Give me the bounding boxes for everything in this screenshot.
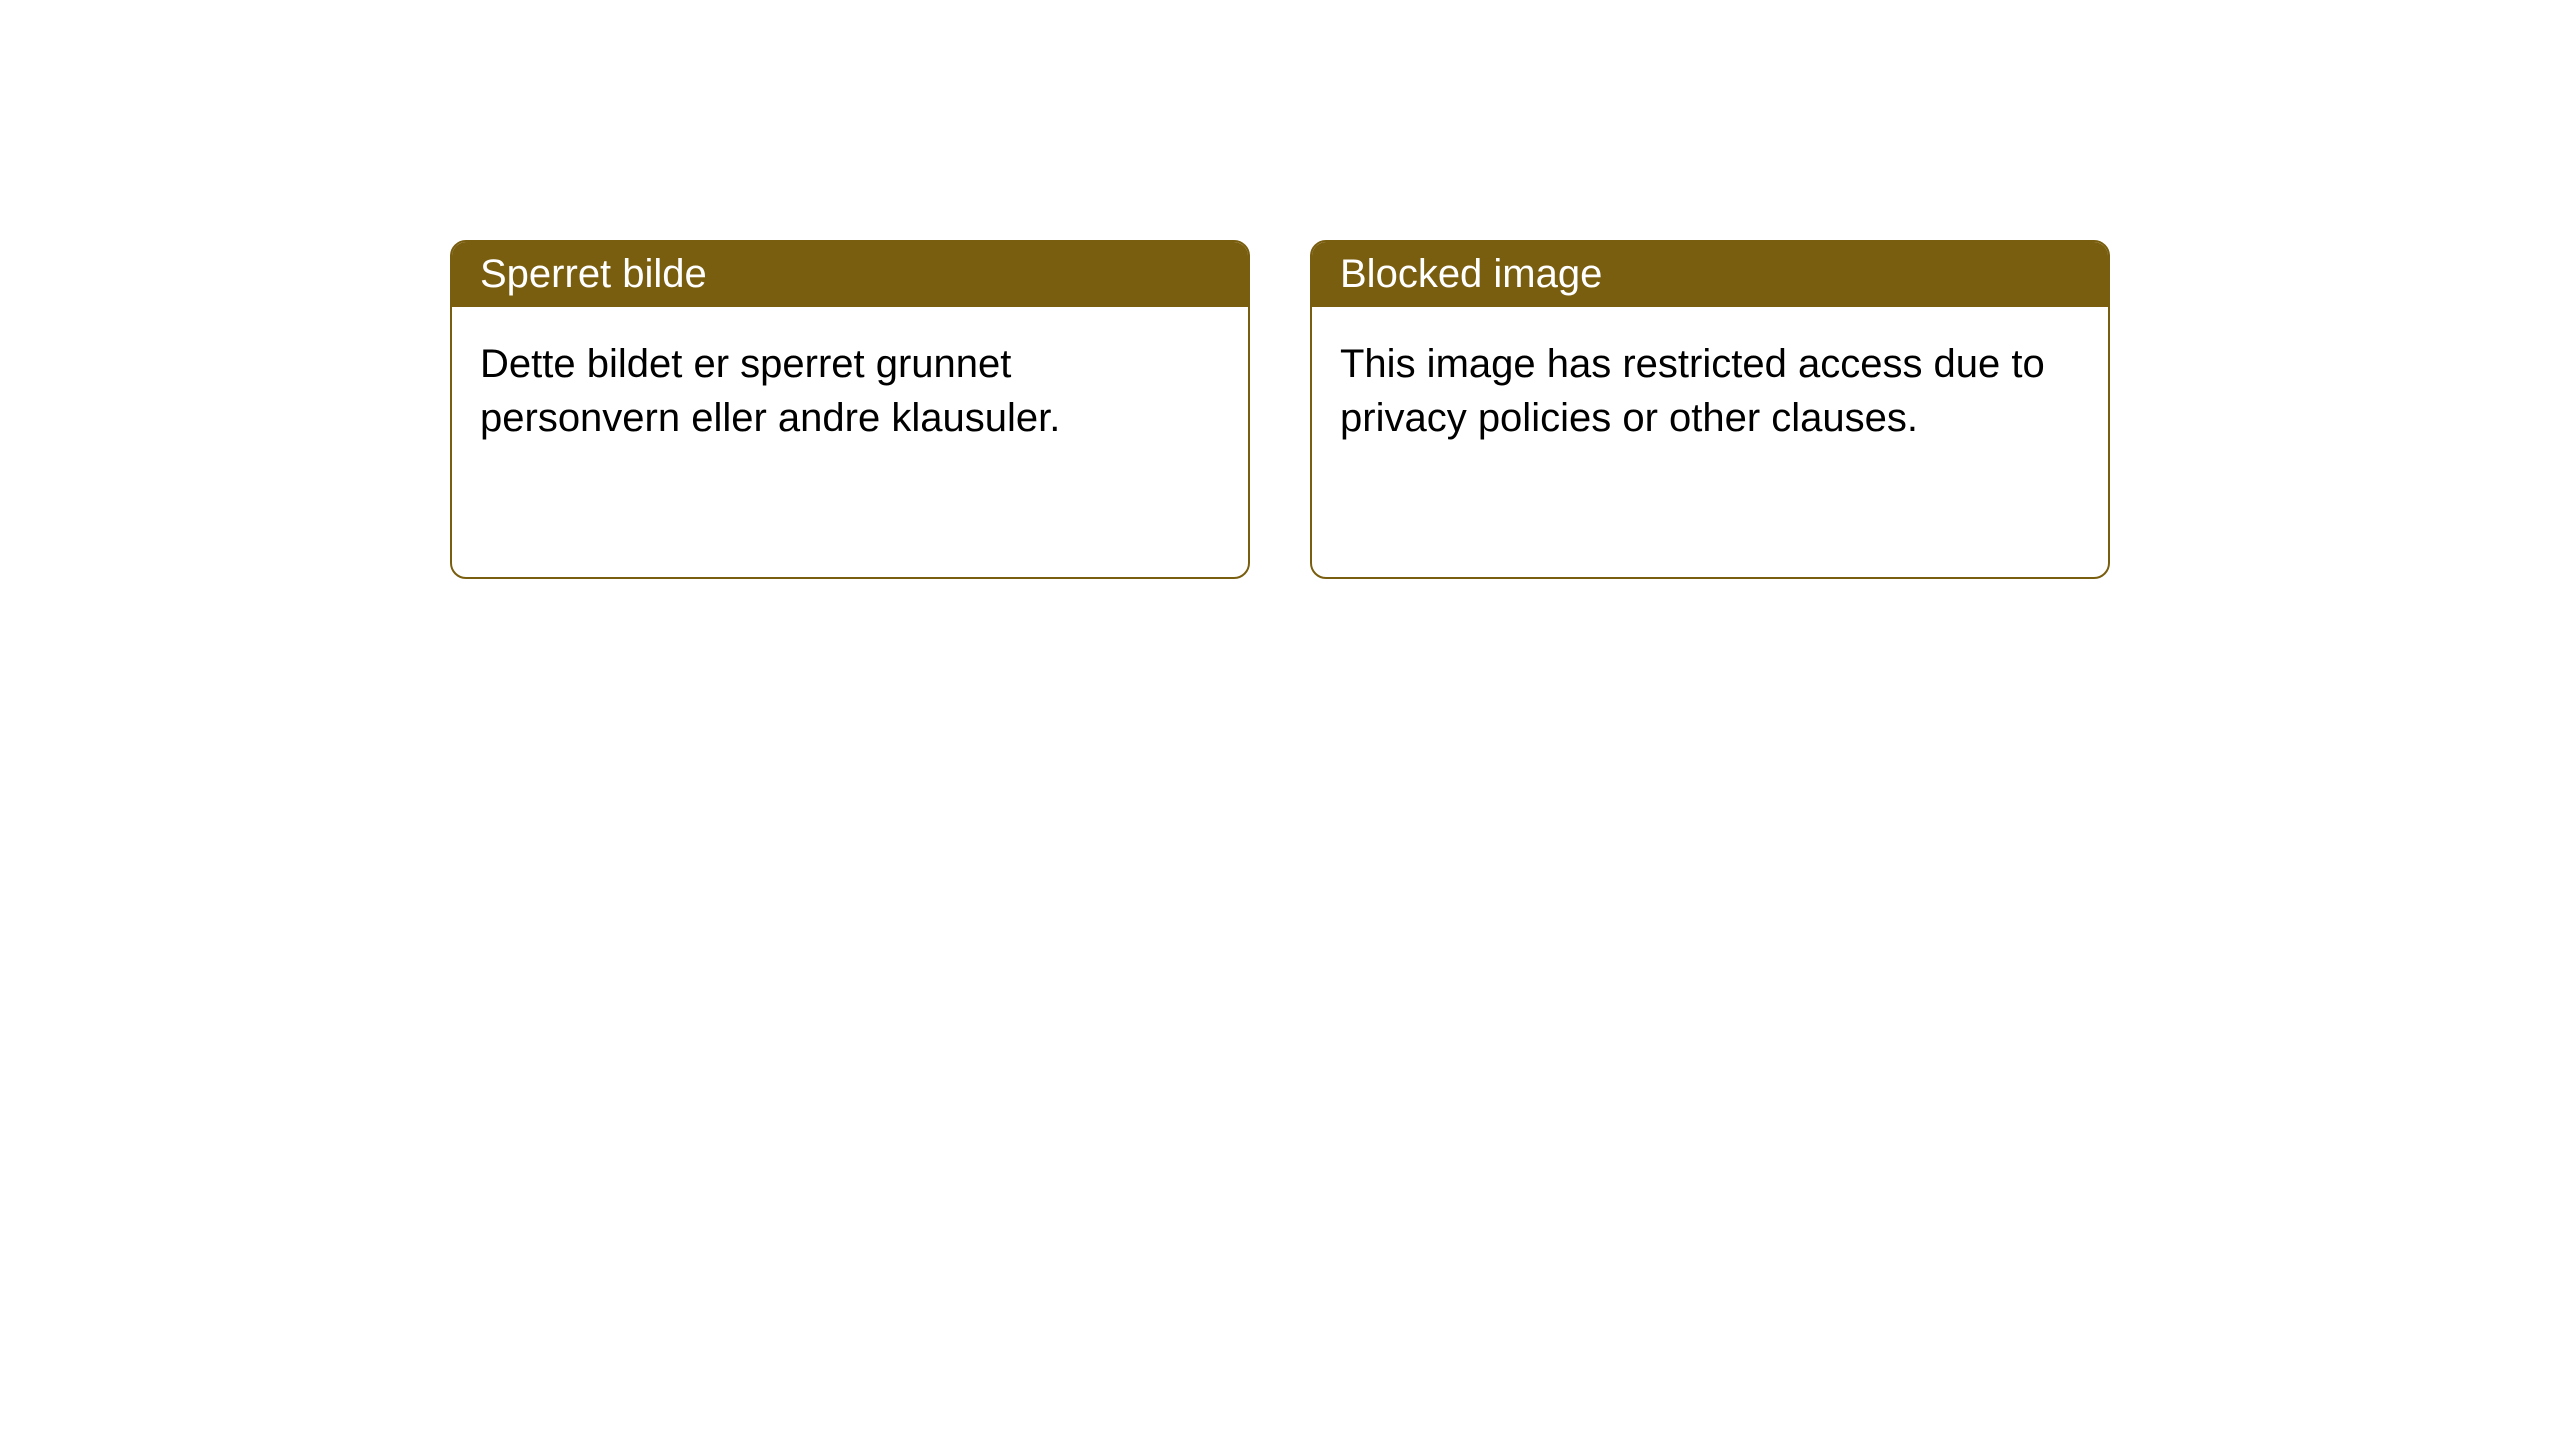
notice-header: Sperret bilde <box>452 242 1248 307</box>
notice-card-english: Blocked image This image has restricted … <box>1310 240 2110 579</box>
notice-body: This image has restricted access due to … <box>1312 307 2108 577</box>
notice-card-norwegian: Sperret bilde Dette bildet er sperret gr… <box>450 240 1250 579</box>
notice-body-text: Dette bildet er sperret grunnet personve… <box>480 342 1060 440</box>
notice-body-text: This image has restricted access due to … <box>1340 342 2045 440</box>
notice-body: Dette bildet er sperret grunnet personve… <box>452 307 1248 577</box>
notice-header: Blocked image <box>1312 242 2108 307</box>
notice-title: Blocked image <box>1340 252 1602 296</box>
notices-container: Sperret bilde Dette bildet er sperret gr… <box>0 0 2560 579</box>
notice-title: Sperret bilde <box>480 252 707 296</box>
